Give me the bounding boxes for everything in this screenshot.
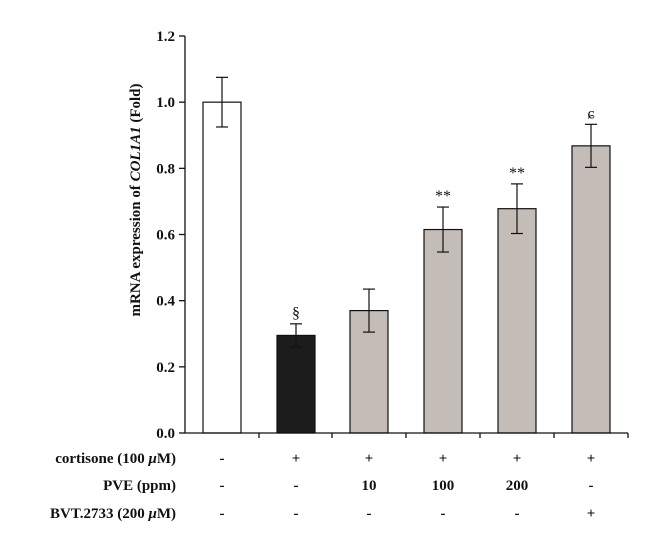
condition-row-label-part: M) bbox=[157, 451, 176, 467]
y-tick-label: 0.6 bbox=[156, 228, 175, 244]
significance-annotation: ** bbox=[509, 165, 525, 182]
bars: § ** ** ɕ bbox=[202, 76, 611, 434]
y-axis-label-gene: COL1A1 bbox=[128, 126, 144, 181]
condition-value: + bbox=[292, 451, 301, 467]
condition-value: 100 bbox=[432, 478, 455, 494]
y-tick-label: 0.0 bbox=[156, 426, 175, 442]
condition-row-label: BVT.2733 (200 μM) bbox=[50, 506, 176, 522]
y-axis-label-post: (Fold) bbox=[128, 83, 144, 126]
condition-value: 200 bbox=[506, 478, 529, 494]
condition-value: - bbox=[441, 506, 446, 522]
condition-value: + bbox=[587, 506, 596, 522]
condition-value: - bbox=[220, 451, 225, 467]
y-axis-label-group: mRNA expression of COL1A1 (Fold) bbox=[128, 83, 144, 316]
condition-value: - bbox=[589, 478, 594, 494]
condition-row-label-part: cortisone (100 bbox=[55, 451, 148, 467]
condition-value: - bbox=[515, 506, 520, 522]
condition-row-label-part: μ bbox=[148, 451, 157, 467]
bar bbox=[497, 208, 537, 434]
condition-value: - bbox=[220, 506, 225, 522]
condition-value: 10 bbox=[362, 478, 377, 494]
bar bbox=[276, 334, 316, 434]
y-tick-label: 0.2 bbox=[156, 360, 175, 376]
condition-row-label-part: μ bbox=[148, 506, 157, 522]
y-tick-label: 1.2 bbox=[156, 29, 175, 45]
condition-table: cortisone (100 μM) - + + + + +PVE (ppm) - -10 100… bbox=[50, 451, 595, 522]
condition-value: + bbox=[587, 451, 596, 467]
condition-row-label-part: BVT.2733 (200 bbox=[50, 506, 148, 522]
significance-annotation: ** bbox=[435, 188, 451, 205]
condition-value: + bbox=[365, 451, 374, 467]
significance-annotation: § bbox=[292, 305, 300, 322]
condition-row-label-part: M) bbox=[157, 506, 176, 522]
condition-row-label: PVE (ppm) bbox=[103, 478, 176, 494]
y-tick-label: 0.8 bbox=[156, 161, 175, 177]
significance-annotation: ɕ bbox=[587, 105, 594, 122]
y-axis-label: mRNA expression of COL1A1 (Fold) bbox=[128, 83, 144, 316]
y-tick-label: 1.0 bbox=[156, 95, 175, 111]
condition-row-label-part: PVE (ppm) bbox=[103, 478, 176, 494]
condition-value: - bbox=[220, 478, 225, 494]
y-axis-label-pre: mRNA expression of bbox=[128, 181, 144, 316]
bar bbox=[571, 145, 611, 434]
condition-value: + bbox=[513, 451, 522, 467]
y-axis: 0.0 0.2 0.4 0.6 0.8 1.0 1.2 bbox=[156, 29, 186, 442]
condition-value: - bbox=[367, 506, 372, 522]
bar bbox=[202, 101, 242, 434]
y-tick-label: 0.4 bbox=[156, 294, 175, 310]
condition-value: + bbox=[439, 451, 448, 467]
x-axis bbox=[185, 432, 629, 438]
condition-value: - bbox=[294, 506, 299, 522]
condition-value: - bbox=[294, 478, 299, 494]
bar bbox=[423, 228, 463, 434]
condition-row-label: cortisone (100 μM) bbox=[55, 451, 176, 467]
